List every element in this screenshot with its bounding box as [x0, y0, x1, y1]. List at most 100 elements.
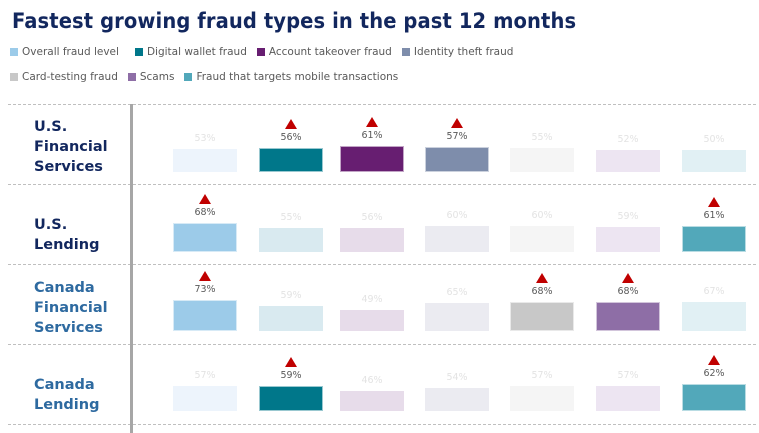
value-label: 61% — [703, 210, 725, 221]
up-arrow-icon — [708, 355, 720, 365]
row-label: U.S. Financial Services — [34, 117, 108, 177]
bar — [173, 149, 237, 172]
legend-item: Identity theft fraud — [401, 46, 514, 58]
legend-label: Card-testing fraud — [22, 71, 118, 83]
legend-swatch — [10, 73, 18, 81]
value-label: 68% — [194, 207, 216, 218]
up-arrow-icon — [708, 197, 720, 207]
row-label-line: Financial — [34, 300, 108, 316]
bar — [340, 146, 404, 172]
gridline — [8, 184, 756, 185]
value-label: 61% — [361, 130, 383, 141]
legend-swatch — [256, 48, 265, 56]
value-label: 57% — [617, 370, 639, 381]
bar — [682, 384, 746, 411]
axis-divider — [130, 104, 133, 433]
gridline — [8, 264, 756, 265]
bar — [259, 148, 323, 172]
legend-label: Overall fraud level — [22, 46, 119, 58]
value-label: 49% — [361, 294, 383, 305]
up-arrow-icon — [536, 273, 548, 283]
row-label-line: Lending — [34, 237, 100, 253]
bar — [596, 302, 660, 331]
legend-item: Card-testing fraud — [10, 71, 118, 83]
row-label: Canada Financial Services — [34, 278, 108, 338]
legend-item: Fraud that targets mobile transactions — [184, 71, 398, 83]
legend-item: Digital wallet fraud — [134, 46, 247, 58]
up-arrow-icon — [622, 273, 634, 283]
up-arrow-icon — [199, 194, 211, 204]
value-label: 56% — [361, 212, 383, 223]
legend-item: Account takeover fraud — [256, 46, 392, 58]
value-label: 73% — [194, 284, 216, 295]
legend-swatch — [134, 48, 143, 56]
up-arrow-icon — [285, 119, 297, 129]
bar — [510, 386, 574, 411]
bar — [596, 227, 660, 252]
value-label: 57% — [194, 370, 216, 381]
row-label-line: Canada — [34, 280, 95, 296]
legend-label: Identity theft fraud — [413, 46, 514, 58]
legend-row-2: Card-testing fraud Scams Fraud that target… — [10, 71, 398, 83]
value-label: 62% — [703, 368, 725, 379]
value-label: 54% — [446, 372, 468, 383]
value-label: 59% — [280, 290, 302, 301]
legend-swatch — [184, 73, 193, 81]
value-label: 59% — [617, 211, 639, 222]
row-label-line: Canada — [34, 377, 95, 393]
row-label: Canada Lending — [34, 375, 99, 415]
legend-label: Account takeover fraud — [268, 46, 392, 58]
row-label-line: U.S. — [34, 217, 68, 233]
row-label-line: Services — [34, 320, 103, 336]
bar — [340, 310, 404, 331]
row-label-line: Financial — [34, 139, 108, 155]
value-label: 65% — [446, 287, 468, 298]
bar — [510, 226, 574, 252]
bar — [425, 226, 489, 252]
bar — [596, 386, 660, 411]
legend-label: Scams — [139, 71, 175, 83]
value-label: 68% — [531, 286, 553, 297]
bar — [682, 302, 746, 331]
bar — [682, 150, 746, 172]
bar — [510, 302, 574, 331]
up-arrow-icon — [285, 357, 297, 367]
value-label: 60% — [531, 210, 553, 221]
up-arrow-icon — [451, 118, 463, 128]
row-label: U.S. Lending — [34, 215, 99, 255]
legend-row-1: Overall fraud level Digital wallet fraud A… — [10, 46, 513, 58]
value-label: 56% — [280, 132, 302, 143]
legend-item: Overall fraud level — [10, 46, 119, 58]
gridline — [8, 344, 756, 345]
bar — [259, 386, 323, 411]
bar — [596, 150, 660, 172]
legend-swatch — [401, 48, 410, 56]
bar — [510, 148, 574, 172]
value-label: 55% — [531, 132, 553, 143]
legend-swatch — [10, 48, 18, 56]
bar — [340, 228, 404, 252]
value-label: 53% — [194, 133, 216, 144]
value-label: 67% — [703, 286, 725, 297]
bar — [425, 303, 489, 331]
bar — [682, 226, 746, 252]
value-label: 60% — [446, 210, 468, 221]
legend-swatch — [127, 73, 136, 81]
bar — [259, 228, 323, 252]
value-label: 55% — [280, 212, 302, 223]
row-label-line: Services — [34, 159, 103, 175]
bar — [425, 147, 489, 172]
value-label: 52% — [617, 134, 639, 145]
value-label: 68% — [617, 286, 639, 297]
chart-title: Fastest growing fraud types in the past … — [12, 9, 577, 33]
value-label: 59% — [280, 370, 302, 381]
bar — [340, 391, 404, 411]
up-arrow-icon — [199, 271, 211, 281]
up-arrow-icon — [366, 117, 378, 127]
gridline — [8, 104, 756, 105]
value-label: 46% — [361, 375, 383, 386]
row-label-line: Lending — [34, 397, 100, 413]
bar — [259, 306, 323, 331]
bar — [173, 223, 237, 252]
value-label: 57% — [531, 370, 553, 381]
